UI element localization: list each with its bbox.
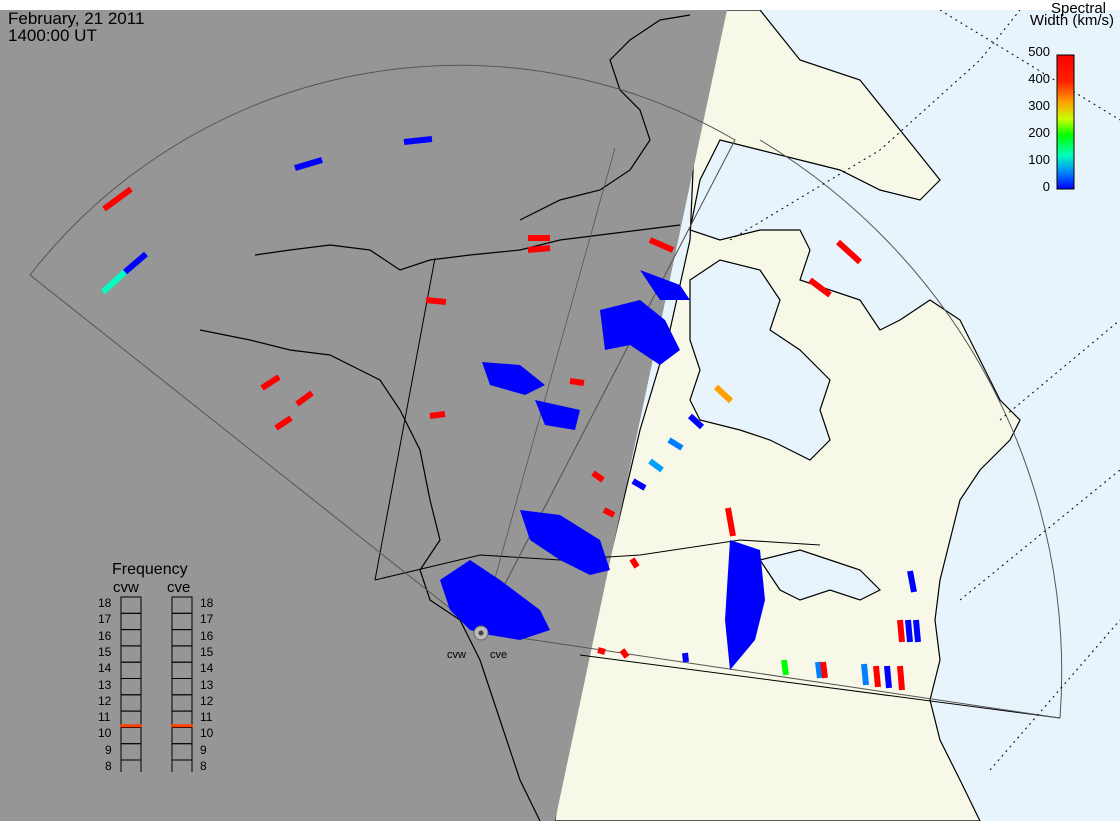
site-label-cvw: cvw: [447, 649, 466, 661]
frequency-cvw-label: cvw: [113, 579, 139, 596]
frequency-cell: [120, 678, 142, 696]
colorbar-title-line1: Spectral: [1050, 0, 1106, 17]
frequency-cell: [171, 743, 193, 761]
frequency-title: Frequency: [112, 561, 188, 578]
frequency-cell: [171, 661, 193, 679]
frequency-cell: [120, 759, 142, 772]
frequency-cell: [120, 612, 142, 631]
colorbar-tick-0: 0: [1042, 179, 1050, 194]
frequency-scale-label-cvw: 12: [98, 693, 112, 708]
frequency-cell: [171, 629, 193, 647]
frequency-scale-label-cvw: 10: [98, 726, 112, 741]
frequency-scale-label-cve: 12: [200, 693, 214, 708]
frequency-cell: [171, 678, 193, 696]
colorbar-tick-400: 400: [1028, 71, 1050, 86]
frequency-scale-label-cvw: 18: [98, 596, 112, 610]
frequency-cell: [171, 645, 193, 663]
frequency-cell: [171, 596, 193, 614]
frequency-scale-label-cve: 15: [200, 644, 214, 659]
frequency-scale-label-cve: 10: [200, 726, 214, 741]
frequency-cell: [120, 661, 142, 679]
frequency-scale-label-cve: 13: [200, 677, 214, 692]
top-strip: [0, 0, 1120, 10]
frequency-cell: [171, 694, 193, 712]
frequency-bar-cvw: [120, 596, 142, 772]
frequency-cell: [120, 743, 142, 761]
hudson-bay: [689, 259, 831, 461]
frequency-cell: [120, 694, 142, 712]
time-label: 1400:00 UT: [8, 26, 97, 45]
colorbar-title-line2: Width (km/s): [1029, 12, 1114, 29]
frequency-cell: [120, 726, 142, 745]
site-label-cve: cve: [490, 649, 508, 661]
graticule: [729, 9, 1120, 771]
colorbar-tick-500: 500: [1028, 44, 1050, 59]
colorbar-tick-200: 200: [1028, 125, 1050, 140]
radar-echoes: [440, 270, 765, 670]
frequency-bar-cve: [171, 596, 193, 772]
frequency-scale-label-cve: 8: [200, 759, 207, 773]
frequency-scale-label-cvw: 8: [105, 759, 112, 773]
frequency-scale-label-cve: 14: [200, 661, 214, 676]
frequency-cell: [120, 645, 142, 663]
echo-segments: [100, 136, 921, 691]
frequency-scale-label-cvw: 9: [105, 742, 112, 757]
frequency-scale-label-cvw: 17: [98, 612, 112, 627]
frequency-cell: [171, 612, 193, 631]
radar-site-center: [478, 630, 484, 636]
colorbar-tick-300: 300: [1028, 98, 1050, 113]
frequency-scale-label-cve: 11: [200, 710, 213, 725]
frequency-scale-label-cve: 16: [200, 628, 214, 643]
date-label: February, 21 2011: [8, 9, 145, 28]
frequency-cell: [120, 629, 142, 647]
fov-beam-lines: [479, 139, 736, 633]
frequency-cve-label: cve: [167, 579, 191, 596]
night-side: [0, 10, 727, 821]
frequency-cell: [171, 759, 193, 772]
frequency-cell: [171, 726, 193, 745]
frequency-scale-label-cve: 9: [200, 742, 207, 757]
coastline-night: [199, 14, 691, 821]
frequency-cell: [120, 596, 142, 614]
frequency-scale-label-cve: 18: [200, 596, 214, 610]
frequency-scale-label-cvw: 15: [98, 644, 112, 659]
frequency-scale-label-cvw: 16: [98, 628, 112, 643]
frequency-scale-label-cve: 17: [200, 612, 214, 627]
colorbar: [1056, 54, 1075, 190]
frequency-scale-label-cvw: 11: [98, 710, 111, 725]
frequency-scale-label-cvw: 13: [98, 677, 112, 692]
fov-fan: [29, 64, 1063, 719]
colorbar-tick-100: 100: [1028, 152, 1050, 167]
frequency-scale-label-cvw: 14: [98, 661, 112, 676]
great-lakes: [759, 549, 882, 601]
